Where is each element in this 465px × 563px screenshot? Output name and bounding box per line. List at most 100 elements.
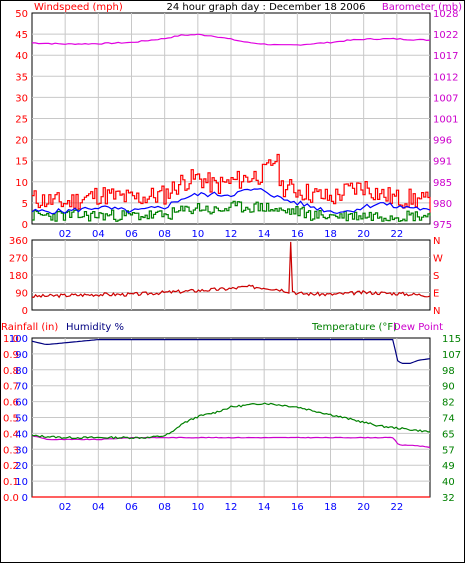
y-tick-label: N: [433, 236, 440, 247]
x-tick-label: 18: [324, 229, 337, 240]
x-tick-label: 06: [125, 502, 138, 513]
y-tick-label: 30: [15, 445, 28, 456]
humidity-ticks: 0 10 20 30 40 50 60 70 80 90 100: [9, 334, 28, 504]
y-tick-label: 32: [442, 493, 455, 504]
temperature-line: [31, 402, 430, 440]
y-tick-label: 1001: [433, 115, 458, 126]
y-tick-label: 90: [15, 350, 28, 361]
x-tick-label: 22: [390, 229, 403, 240]
y-tick-label: 100: [9, 334, 28, 345]
wind-right-ticks: 975 980 985 991 996 1001 1007 1012 1017 1022 1028: [433, 9, 458, 231]
x-tick-label: 04: [92, 502, 105, 513]
y-tick-label: 74: [442, 414, 455, 425]
y-tick-label: 0.3: [3, 445, 19, 456]
x-tick-label: 08: [158, 502, 171, 513]
dewpoint-line: [31, 435, 431, 449]
temp-series: [31, 339, 431, 498]
y-tick-label: 60: [15, 398, 28, 409]
gust-line: [32, 200, 431, 222]
y-tick-label: 40: [442, 477, 455, 488]
x-tick-label: 02: [59, 229, 72, 240]
y-tick-label: 0.2: [3, 461, 19, 472]
y-tick-label: 1.0: [3, 334, 19, 345]
y-tick-label: 40: [15, 51, 28, 62]
y-tick-label: 50: [15, 9, 28, 20]
temp-panel: 0.0 0.1 0.2 0.3 0.4 0.5 0.6 0.7 0.8 0.9 1.0 0 10 20 3…: [1, 322, 461, 504]
y-tick-label: 0.6: [3, 398, 19, 409]
y-tick-label: 180: [9, 271, 28, 282]
y-tick-label: 1017: [433, 51, 458, 62]
x-tick-label: 02: [59, 502, 72, 513]
y-tick-label: 90: [442, 382, 455, 393]
rainfall-axis-label: Rainfall (in): [1, 322, 58, 333]
humidity-line: [31, 339, 431, 364]
y-tick-label: 980: [433, 199, 452, 210]
y-tick-label: 0: [22, 220, 28, 231]
wind-left-ticks: 0 5 10 15 20 25 30 35 40 45 50: [15, 9, 28, 231]
x-tick-label: 12: [225, 229, 238, 240]
y-tick-label: 35: [15, 72, 28, 83]
y-tick-label: 0: [22, 493, 28, 504]
y-tick-label: 30: [15, 93, 28, 104]
x-tick-label: 04: [92, 229, 105, 240]
y-tick-label: 1022: [433, 30, 458, 41]
wind-axis-label: Windspeed (mph): [34, 2, 123, 13]
y-tick-label: 0.1: [3, 477, 19, 488]
y-tick-label: 98: [442, 366, 455, 377]
y-tick-label: 0: [22, 306, 28, 317]
rain-ticks: 0.0 0.1 0.2 0.3 0.4 0.5 0.6 0.7 0.8 0.9 1.0: [3, 334, 19, 504]
y-tick-label: 1007: [433, 93, 458, 104]
avg-wind-line: [31, 187, 431, 215]
windspeed-line: [32, 153, 431, 213]
y-tick-label: 10: [15, 477, 28, 488]
y-tick-label: E: [433, 289, 439, 300]
y-tick-label: 985: [433, 178, 452, 189]
y-tick-label: 115: [442, 334, 461, 345]
y-tick-label: 82: [442, 398, 455, 409]
y-tick-label: 40: [15, 429, 28, 440]
chart-title: 24 hour graph day : December 18 2006: [167, 2, 366, 13]
y-tick-label: 0.9: [3, 350, 19, 361]
y-tick-label: 0.4: [3, 429, 19, 440]
y-tick-label: 20: [15, 136, 28, 147]
dewpoint-axis-label: Dew Point: [393, 322, 443, 333]
x-tick-label: 18: [324, 502, 337, 513]
humidity-axis-label: Humidity %: [66, 322, 124, 333]
wind-x-ticks: 02 04 06 08 10 12 14 16 18 20 22: [59, 229, 403, 240]
y-tick-label: 10: [15, 178, 28, 189]
y-tick-label: 0.7: [3, 382, 19, 393]
temp-x-ticks: 02 04 06 08 10 12 14 16 18 20 22: [59, 502, 403, 513]
x-tick-label: 16: [291, 502, 304, 513]
y-tick-label: 49: [442, 461, 455, 472]
x-tick-label: 06: [125, 229, 138, 240]
y-tick-label: 70: [15, 382, 28, 393]
x-tick-label: 14: [258, 502, 271, 513]
y-tick-label: 50: [15, 414, 28, 425]
y-tick-label: 0.8: [3, 366, 19, 377]
y-tick-label: 90: [15, 289, 28, 300]
wind-grid: [32, 13, 430, 224]
x-tick-label: 20: [357, 502, 370, 513]
x-tick-label: 22: [390, 502, 403, 513]
y-tick-label: 57: [442, 445, 455, 456]
direction-series: [31, 241, 431, 299]
y-tick-label: 270: [9, 254, 28, 265]
x-tick-label: 14: [258, 229, 271, 240]
x-tick-label: 08: [158, 229, 171, 240]
y-tick-label: 0.5: [3, 414, 19, 425]
y-tick-label: 45: [15, 30, 28, 41]
x-tick-label: 10: [191, 229, 204, 240]
y-tick-label: 0.0: [3, 493, 19, 504]
direction-left-ticks: 0 90 180 270 360: [9, 236, 28, 317]
y-tick-label: 1028: [433, 9, 458, 20]
x-tick-label: 12: [225, 502, 238, 513]
temp-grid: [32, 338, 430, 497]
direction-grid: [32, 240, 430, 310]
y-tick-label: 1012: [433, 72, 458, 83]
y-tick-label: 20: [15, 461, 28, 472]
wind-panel: 0 5 10 15 20 25 30 35 40 45 50 975 980 985 991 996 1001…: [15, 2, 462, 231]
barometer-line: [32, 33, 431, 46]
y-tick-label: 991: [433, 157, 452, 168]
